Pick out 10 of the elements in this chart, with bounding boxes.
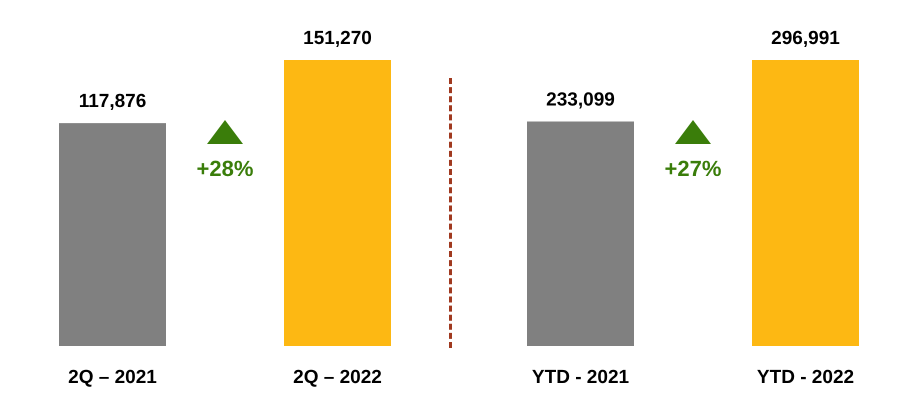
data-label: 233,099 bbox=[546, 90, 615, 111]
data-label: 151,270 bbox=[303, 28, 372, 49]
x-tick-label: YTD - 2021 bbox=[532, 367, 630, 388]
annotation: +28% bbox=[196, 156, 254, 182]
data-label: 117,876 bbox=[78, 91, 146, 112]
data-label: 296,991 bbox=[771, 28, 840, 49]
x-tick-label: YTD - 2022 bbox=[756, 367, 854, 388]
annotation: +27% bbox=[664, 156, 722, 182]
x-tick-label: 2Q – 2022 bbox=[293, 367, 382, 388]
x-tick-label: 2Q – 2021 bbox=[68, 367, 158, 388]
